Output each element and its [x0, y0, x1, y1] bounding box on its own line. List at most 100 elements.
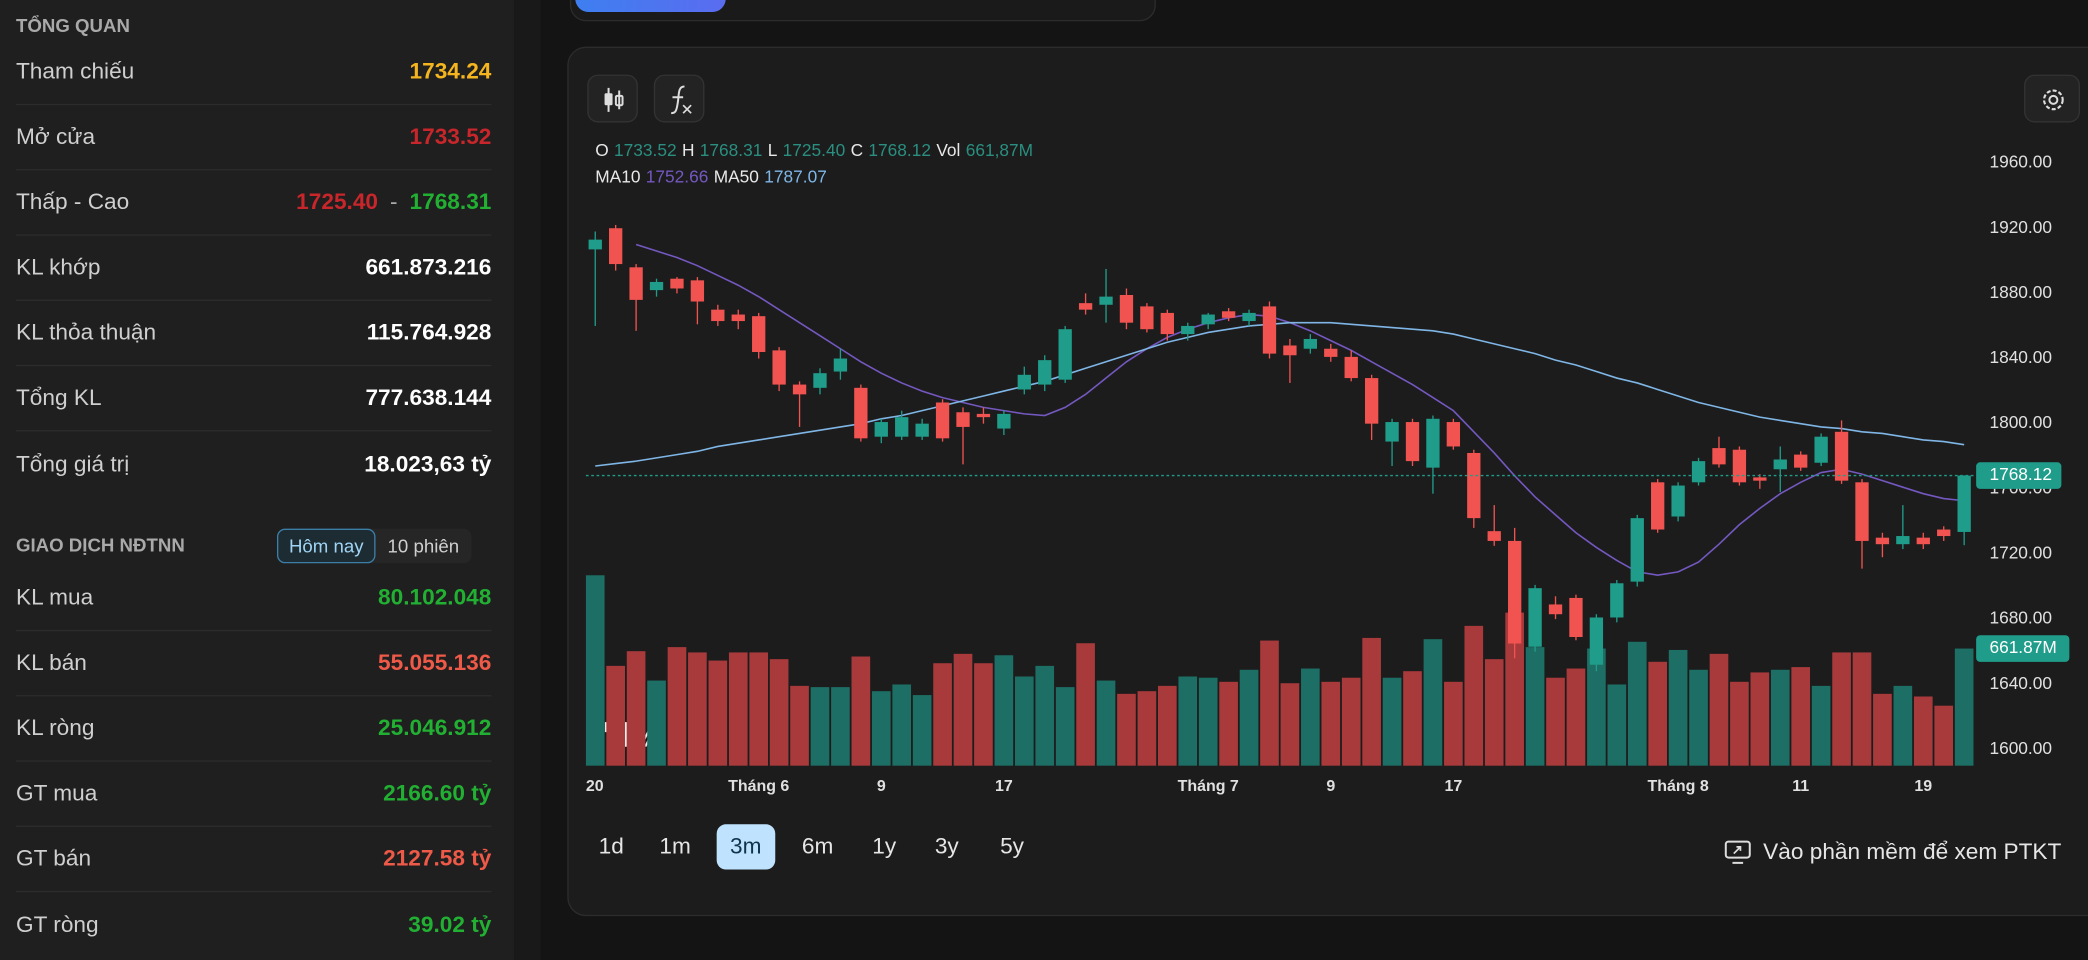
legend-key: L — [767, 139, 778, 160]
volume-bar — [1852, 652, 1872, 766]
chart-card — [567, 46, 2088, 917]
volume-bar — [831, 687, 850, 766]
candle-body — [1855, 482, 1869, 541]
volume-bar — [1382, 677, 1402, 766]
period-button[interactable]: 1m — [659, 833, 691, 859]
candle-body — [1181, 325, 1195, 335]
x-tick-label: 20 — [586, 778, 604, 795]
volume-bar — [1954, 648, 1974, 766]
section-title: GIAO DỊCH NĐTNN — [15, 533, 185, 556]
candle-body — [731, 314, 745, 322]
legend-value: 661,87M — [965, 139, 1034, 160]
candle-body — [649, 281, 664, 291]
candle-body — [1119, 294, 1134, 323]
volume-bar — [1607, 684, 1627, 766]
volume-bar — [994, 655, 1014, 766]
candle-body — [1691, 461, 1706, 483]
candle-tool[interactable] — [587, 74, 638, 123]
top-button[interactable] — [575, 0, 726, 12]
info-row: KL bán 55.055.136 — [15, 631, 492, 697]
candle-body — [1364, 378, 1379, 424]
volume-bar — [1648, 661, 1668, 766]
tab[interactable]: 10 phiên — [387, 535, 460, 557]
candle-body — [1589, 617, 1604, 665]
volume-bar — [1750, 672, 1770, 766]
candle-body — [1426, 418, 1440, 468]
volume-bar — [1403, 671, 1422, 766]
volume-bar — [1444, 681, 1463, 766]
volume-bar — [1893, 685, 1913, 766]
candle-body — [1221, 311, 1236, 318]
candle-body — [711, 309, 725, 322]
period-button[interactable]: 5y — [1000, 833, 1025, 859]
candle-body — [1814, 436, 1828, 463]
row-value: 115.764.928 — [366, 319, 492, 345]
candle-body — [813, 373, 827, 388]
row-value: 1734.24 — [409, 58, 492, 84]
volume-bar — [708, 660, 728, 766]
candle-body — [1160, 312, 1174, 335]
indicator-tool[interactable] — [653, 74, 705, 123]
period-button[interactable]: 1y — [872, 833, 897, 859]
candle-body — [854, 387, 868, 439]
side-panel: TỔNG QUAN Tham chiếu 1734.24 Mở cửa 1733.52… — [0, 0, 515, 960]
volume-bar — [1587, 648, 1606, 766]
icon — [1724, 840, 1751, 864]
legend-key: Vol — [936, 139, 961, 160]
candle-body — [1712, 448, 1726, 465]
volume-bar — [647, 680, 666, 766]
period-button[interactable]: 1d — [598, 833, 624, 859]
candle-body — [1385, 422, 1399, 442]
y-tick-label: 1880.00 — [1989, 282, 2052, 302]
y-tick-label: 1960.00 — [1989, 152, 2052, 172]
candle-body — [1937, 529, 1951, 537]
candle-body — [1303, 338, 1318, 349]
candle-body — [976, 413, 991, 418]
tab[interactable]: Hôm nay — [276, 528, 376, 564]
volume-bar — [1811, 685, 1831, 766]
period-button[interactable]: 6m — [801, 833, 834, 859]
x-tick-label: 9 — [877, 778, 886, 795]
volume-bar — [1934, 705, 1954, 766]
candle-body — [1732, 449, 1747, 483]
volume-bar — [1791, 667, 1811, 766]
candle-body — [997, 413, 1011, 429]
volume-bar — [1525, 647, 1545, 766]
software-link[interactable]: Vào phần mềm để xem PTKT — [1723, 839, 2061, 866]
period-button[interactable]: 3y — [934, 833, 959, 859]
row-label: Tổng KL — [15, 384, 102, 411]
price-badge — [1976, 462, 2062, 489]
candle-body — [1201, 314, 1215, 325]
row-label: KL thỏa thuận — [15, 319, 157, 345]
period-button[interactable]: 3m — [716, 824, 775, 870]
info-row: KL mua 80.102.048 — [15, 566, 492, 632]
candle-body — [1344, 356, 1358, 379]
volume-bar — [1730, 681, 1749, 766]
icon — [2042, 89, 2064, 111]
legend-value: 1752.66 — [645, 166, 709, 187]
candle-body — [752, 316, 766, 353]
candle-body — [833, 358, 848, 372]
row-value: 2166.60 tỷ — [383, 780, 492, 806]
x-tick-label: Tháng 7 — [1178, 778, 1239, 795]
volume-bar — [1014, 676, 1034, 766]
volume-bar — [974, 663, 993, 766]
candle-body — [609, 228, 623, 265]
volume-bar — [1546, 677, 1565, 766]
row-label: KL ròng — [15, 715, 95, 741]
row-label: KL mua — [15, 584, 94, 610]
range-low: 1725.40 — [296, 189, 379, 215]
volume-bar — [892, 684, 912, 766]
volume-bar — [749, 652, 769, 766]
ma-legend: MA10 1752.66 MA50 1787.07 — [595, 166, 832, 186]
settings-button[interactable] — [2024, 74, 2081, 123]
info-row: GT mua 2166.60 tỷ — [15, 762, 492, 827]
volume-bar — [1117, 693, 1136, 766]
candle-body — [935, 402, 950, 439]
x-tick-label: Tháng 8 — [1648, 778, 1709, 795]
volume-bar — [810, 687, 830, 766]
info-row: Thấp - Cao 1725.40-1768.31 — [15, 170, 492, 236]
legend-key: C — [850, 139, 864, 160]
volume-bar — [1178, 676, 1198, 766]
